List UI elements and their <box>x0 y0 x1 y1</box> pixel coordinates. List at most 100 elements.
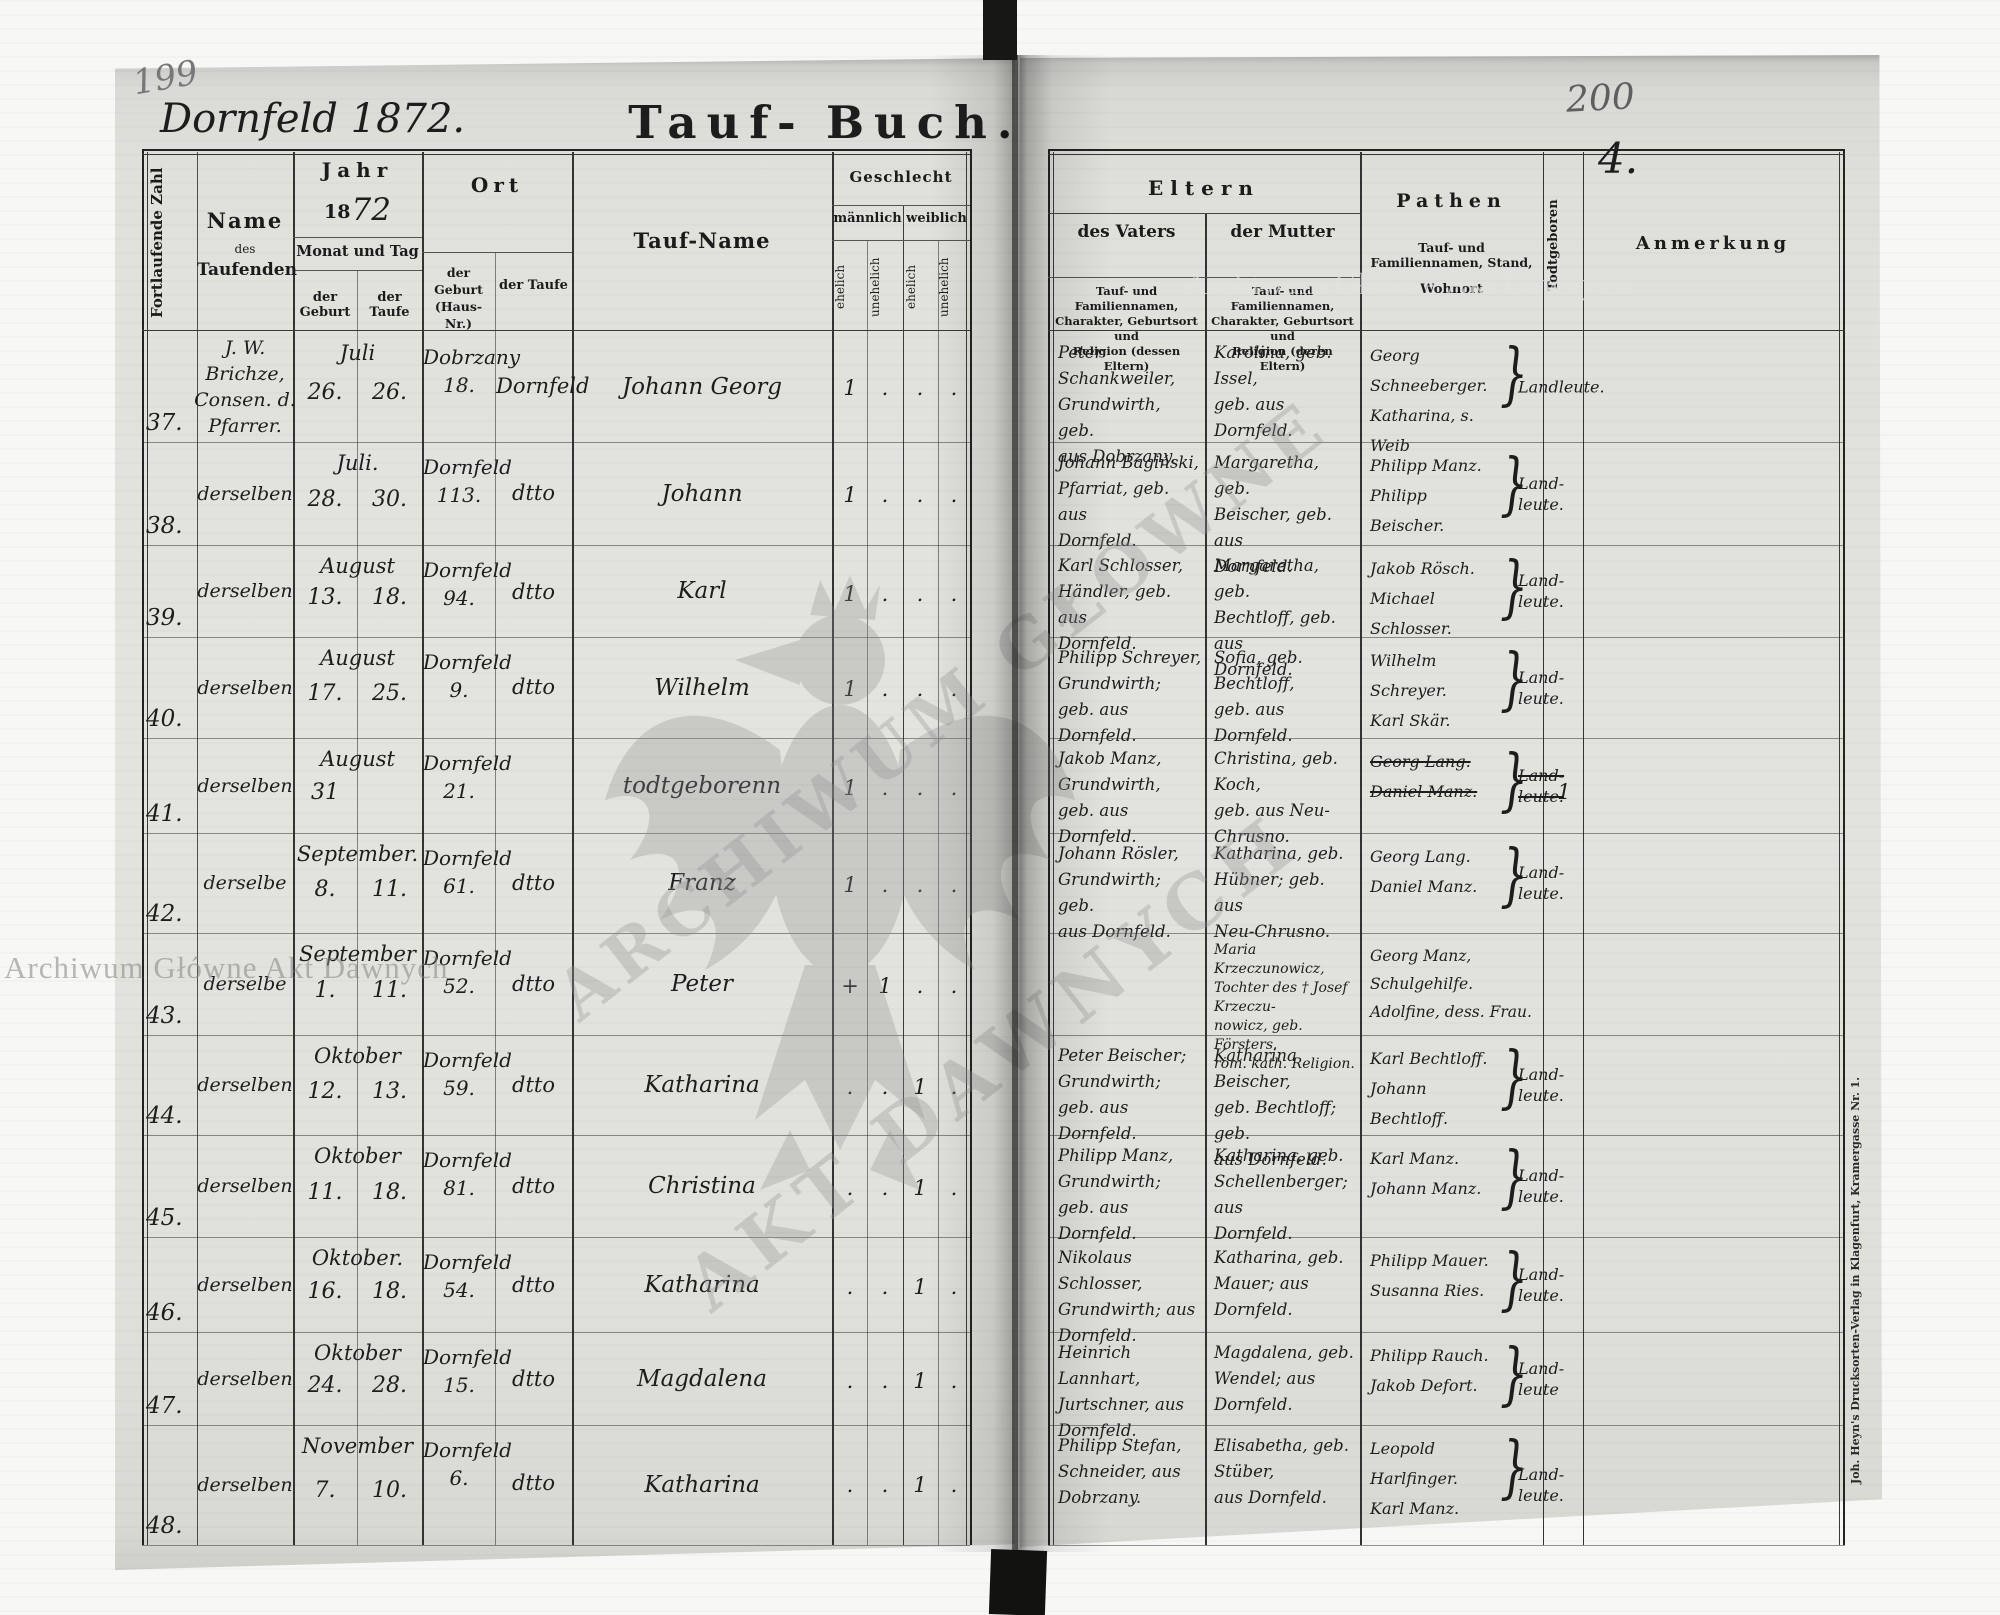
baptism-place: dtto <box>512 871 555 895</box>
mark-male-legitimate: + <box>841 973 859 998</box>
year-handwritten: 72 <box>351 192 391 228</box>
godparents-status: Land- leute. <box>1518 571 1565 611</box>
godparents-status: Land- leute. <box>1518 1264 1565 1305</box>
godparents-status: Land- leute <box>1518 1358 1565 1399</box>
register-row: 41. derselben August 31 Dornfeld 21. tod… <box>0 738 2000 846</box>
baptism-place: dtto <box>512 1073 555 1097</box>
row-rule-left <box>142 442 970 546</box>
entry-number: 47. <box>146 1393 183 1419</box>
mark-female-legitimate: . <box>916 973 924 998</box>
spine-bottom <box>988 1549 1048 1615</box>
birth-place: Dornfeld 21. <box>423 751 512 803</box>
birth-day: 17. <box>307 681 343 707</box>
baptism-place: dtto <box>512 1470 555 1495</box>
month: September. <box>296 842 419 866</box>
month: Juli. <box>336 451 379 475</box>
mark-female-illegitimate: . <box>950 1473 958 1497</box>
row-rule-left <box>142 933 970 1036</box>
baptism-day: 10. <box>372 1477 407 1503</box>
mark-female-illegitimate: . <box>950 1275 958 1299</box>
godparents-names: Georg Lang. Daniel Manz. <box>1370 752 1478 801</box>
row-rule-left <box>142 332 970 443</box>
entry-number: 41. <box>146 801 183 827</box>
baptism-day: 11. <box>372 877 407 902</box>
column-header-name-des: des <box>234 242 256 256</box>
baptizer-name: derselben <box>197 774 293 797</box>
column-header-pathen: Pathen <box>1396 190 1507 212</box>
mark-female-legitimate: 1 <box>913 1275 927 1299</box>
baptism-day: 28. <box>372 1372 407 1398</box>
mark-male-legitimate: 1 <box>843 677 857 702</box>
baptismal-name: Katharina <box>644 1072 760 1098</box>
birth-day: 7. <box>314 1477 336 1503</box>
birth-place: Dornfeld 61. <box>423 846 512 898</box>
mark-female-illegitimate: . <box>950 873 958 897</box>
brace-glyph <box>1500 335 1528 414</box>
register-row: 43. derselbe September 1. 11. Dornfeld 5… <box>0 933 2000 1072</box>
column-header-tag-der-geburt: der Geburt <box>299 290 351 320</box>
mark-female-legitimate: 1 <box>913 1473 927 1497</box>
mark-female-legitimate: . <box>916 873 924 897</box>
mark-male-illegitimate: . <box>881 776 889 800</box>
mother-details: Karolina, geb. Issel, geb. aus Dornfeld. <box>1214 343 1332 440</box>
mark-male-legitimate: 1 <box>843 376 857 400</box>
register-row: 44. derselben Oktober 12. 13. Dornfeld 5… <box>0 1035 2000 1169</box>
entry-number: 42. <box>146 901 183 927</box>
column-header-geschlecht: Geschlecht <box>849 168 953 186</box>
mother-details: Katharina, geb. Hübner; geb. aus Neu-Chr… <box>1214 844 1344 941</box>
column-header-tag-der-taufe: der Taufe <box>369 290 410 320</box>
godparents-names: Georg Schneeberger. Katharina, s. Weib <box>1370 346 1488 455</box>
mark-male-legitimate: . <box>846 1369 854 1394</box>
birth-place: Dornfeld 113. <box>423 455 512 507</box>
mark-female-illegitimate: . <box>950 1175 958 1200</box>
baptismal-name: todtgeborenn <box>622 772 782 799</box>
baptism-place: dtto <box>512 579 555 604</box>
mark-female-legitimate: 1 <box>913 1075 927 1099</box>
row-rule-right <box>1048 1035 1845 1136</box>
month: November <box>301 1434 414 1458</box>
baptism-day: 30. <box>372 487 407 513</box>
baptizer-name: derselben <box>197 1273 293 1296</box>
baptism-place: dtto <box>512 1273 555 1298</box>
baptismal-name: Katharina <box>644 1271 760 1298</box>
birth-place: Dornfeld 6. <box>423 1438 512 1490</box>
year-printed: 18 <box>324 201 351 223</box>
year-value: 1872 <box>293 190 422 228</box>
godparents-status: Land- leute. <box>1518 765 1565 806</box>
handwritten-heading: Dornfeld 1872. <box>160 96 466 142</box>
baptizer-name: derselben <box>197 1474 293 1496</box>
baptizer-name: derselben <box>197 676 293 699</box>
baptism-place: dtto <box>512 1173 555 1198</box>
baptism-place: Dornfeld <box>496 373 590 398</box>
row-rule-left <box>142 1237 970 1333</box>
row-rule-left <box>142 1332 970 1426</box>
row-rule-left <box>142 1135 970 1238</box>
mark-female-illegitimate: . <box>950 776 958 800</box>
godparents-status: Land- leute. <box>1518 667 1565 708</box>
godparents-names: Georg Lang. Daniel Manz. <box>1370 847 1478 896</box>
mark-male-legitimate: . <box>846 1175 854 1200</box>
mother-details: Katharina, geb. Schellenberger; aus Dorn… <box>1214 1146 1348 1243</box>
register-row: 40. derselben August 17. 25. Dornfeld 9.… <box>0 637 2000 745</box>
godparents-status: Land- leute. <box>1518 1166 1565 1206</box>
entry-number: 46. <box>146 1300 183 1326</box>
birth-place: Dornfeld 94. <box>423 558 512 610</box>
mother-details: Margaretha, geb. Beischer, geb. aus Dorn… <box>1214 453 1332 576</box>
baptizer-name: derselbe <box>203 872 287 894</box>
mark-male-legitimate: 1 <box>843 776 857 800</box>
mark-female-legitimate: . <box>916 776 924 800</box>
baptizer-name: derselben <box>197 482 293 505</box>
row-rule-right <box>1048 933 1845 1036</box>
mother-details: Margaretha, geb. Bechtloff, geb. aus Dor… <box>1214 556 1336 679</box>
birth-place: Dobrzany 18. <box>423 345 521 397</box>
mark-female-legitimate: . <box>916 677 924 702</box>
mark-male-legitimate: . <box>846 1275 854 1299</box>
birth-place: Dornfeld 54. <box>423 1250 512 1302</box>
column-header-tauf-name: Tauf-Name <box>633 228 771 253</box>
baptism-place: dtto <box>512 1367 555 1392</box>
mother-details: Magdalena, geb. Wendel; aus Dornfeld. <box>1214 1343 1354 1414</box>
baptism-day: 18. <box>372 1179 407 1205</box>
mark-female-illegitimate: . <box>950 1075 958 1099</box>
